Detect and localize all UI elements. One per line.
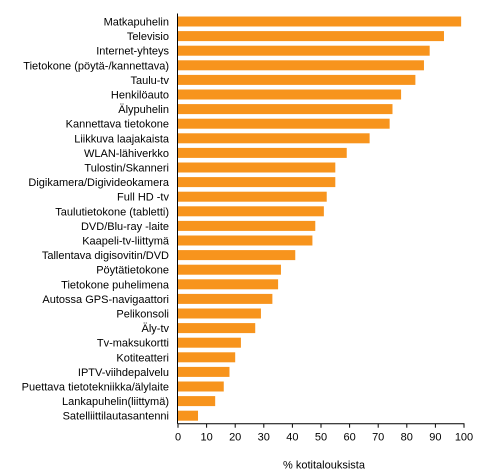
category-label: DVD/Blu-ray -laite — [81, 221, 169, 233]
bar — [178, 308, 261, 319]
category-label: Tallentava digisovitin/DVD — [42, 250, 169, 262]
category-label: WLAN-lähiverkko — [84, 148, 169, 160]
bar — [178, 235, 313, 246]
bar — [178, 250, 296, 261]
bar — [178, 104, 393, 115]
bar — [178, 118, 390, 129]
category-label: Pelikonsoli — [116, 309, 169, 321]
x-tick-label: 80 — [401, 432, 413, 444]
category-label: Taulutietokone (tabletti) — [55, 206, 169, 218]
bar — [178, 279, 279, 290]
x-axis-ticks: 0 10 20 30 40 50 60 70 80 90 100 — [175, 423, 473, 444]
bar — [178, 264, 281, 275]
x-tick-label: 10 — [200, 432, 212, 444]
x-tick-label: 90 — [429, 432, 441, 444]
bar — [178, 352, 236, 363]
x-tick-label: 60 — [343, 432, 355, 444]
bar — [178, 220, 316, 231]
category-label: Pöytätietokone — [96, 265, 169, 277]
x-tick-label: 40 — [286, 432, 298, 444]
category-label: Puettava tietotekniikka/älylaite — [22, 382, 169, 394]
bar — [178, 381, 224, 392]
bar — [178, 16, 462, 27]
category-label: Liikkuva laajakaista — [74, 133, 170, 145]
category-label: Tulostin/Skanneri — [84, 163, 169, 175]
category-label: Lankapuhelin(liittymä) — [62, 396, 169, 408]
category-label: Full HD -tv — [117, 192, 169, 204]
category-label: Tv-maksukortti — [97, 338, 169, 350]
bar — [178, 323, 256, 334]
bar — [178, 45, 430, 56]
category-label: Tietokone (pöytä-/kannettava) — [23, 60, 169, 72]
bar — [178, 31, 444, 42]
bar — [178, 206, 324, 217]
x-tick-label: 30 — [258, 432, 270, 444]
x-tick-label: 20 — [229, 432, 241, 444]
x-axis-title: % kotitalouksista — [283, 460, 366, 472]
bar — [178, 89, 402, 100]
category-label: Kaapeli-tv-liittymä — [82, 236, 170, 248]
category-label: Digikamera/Digivideokamera — [28, 177, 169, 189]
bar — [178, 293, 273, 304]
category-label: Kannettava tietokone — [66, 119, 169, 131]
bar — [178, 191, 327, 202]
bar — [178, 162, 336, 173]
category-label: Matkapuhelin — [104, 17, 169, 29]
x-tick-label: 0 — [175, 432, 181, 444]
category-label: Henkilöauto — [111, 90, 169, 102]
category-label: Taulu-tv — [130, 75, 169, 87]
bars-group — [178, 16, 462, 421]
bar — [178, 410, 199, 421]
bar — [178, 337, 241, 348]
x-tick-label: 70 — [372, 432, 384, 444]
category-labels: Matkapuhelin Televisio Internet-yhteys Tiet… — [22, 17, 170, 423]
bar — [178, 60, 424, 71]
category-label: Älypuhelin — [118, 104, 169, 116]
bar — [178, 177, 336, 188]
category-label: Tietokone puhelimena — [61, 279, 170, 291]
category-label: IPTV-viihdepalvelu — [78, 367, 169, 379]
bar — [178, 133, 370, 144]
category-label: Televisio — [127, 31, 169, 43]
category-label: Satelliittilautasantenni — [63, 411, 169, 423]
category-label: Äly-tv — [142, 323, 170, 335]
bar — [178, 396, 216, 407]
category-label: Autossa GPS-navigaattori — [42, 294, 169, 306]
bar — [178, 147, 347, 158]
category-label: Internet-yhteys — [96, 46, 169, 58]
category-label: Kotiteatteri — [116, 352, 169, 364]
bar — [178, 366, 230, 377]
x-tick-label: 100 — [455, 432, 473, 444]
x-tick-label: 50 — [315, 432, 327, 444]
bar — [178, 74, 416, 85]
